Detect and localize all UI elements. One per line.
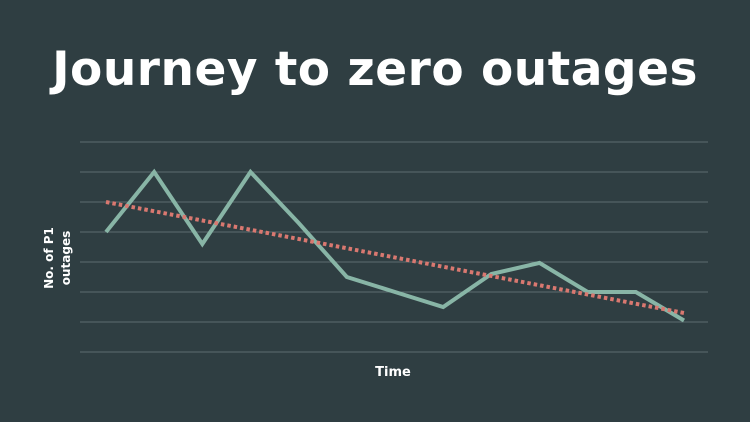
y-axis-label-line-2: outages [59, 231, 73, 286]
slide-title: Journey to zero outages [52, 42, 698, 97]
x-axis-label: Time [375, 365, 411, 380]
series-line-outages [104, 168, 686, 323]
y-axis-label-line-1: No. of P1 [42, 227, 56, 289]
y-axis-label: No. of P1 outages [42, 227, 73, 289]
trendline [105, 200, 685, 315]
series-layer [104, 168, 686, 323]
grid-layer [80, 141, 708, 353]
